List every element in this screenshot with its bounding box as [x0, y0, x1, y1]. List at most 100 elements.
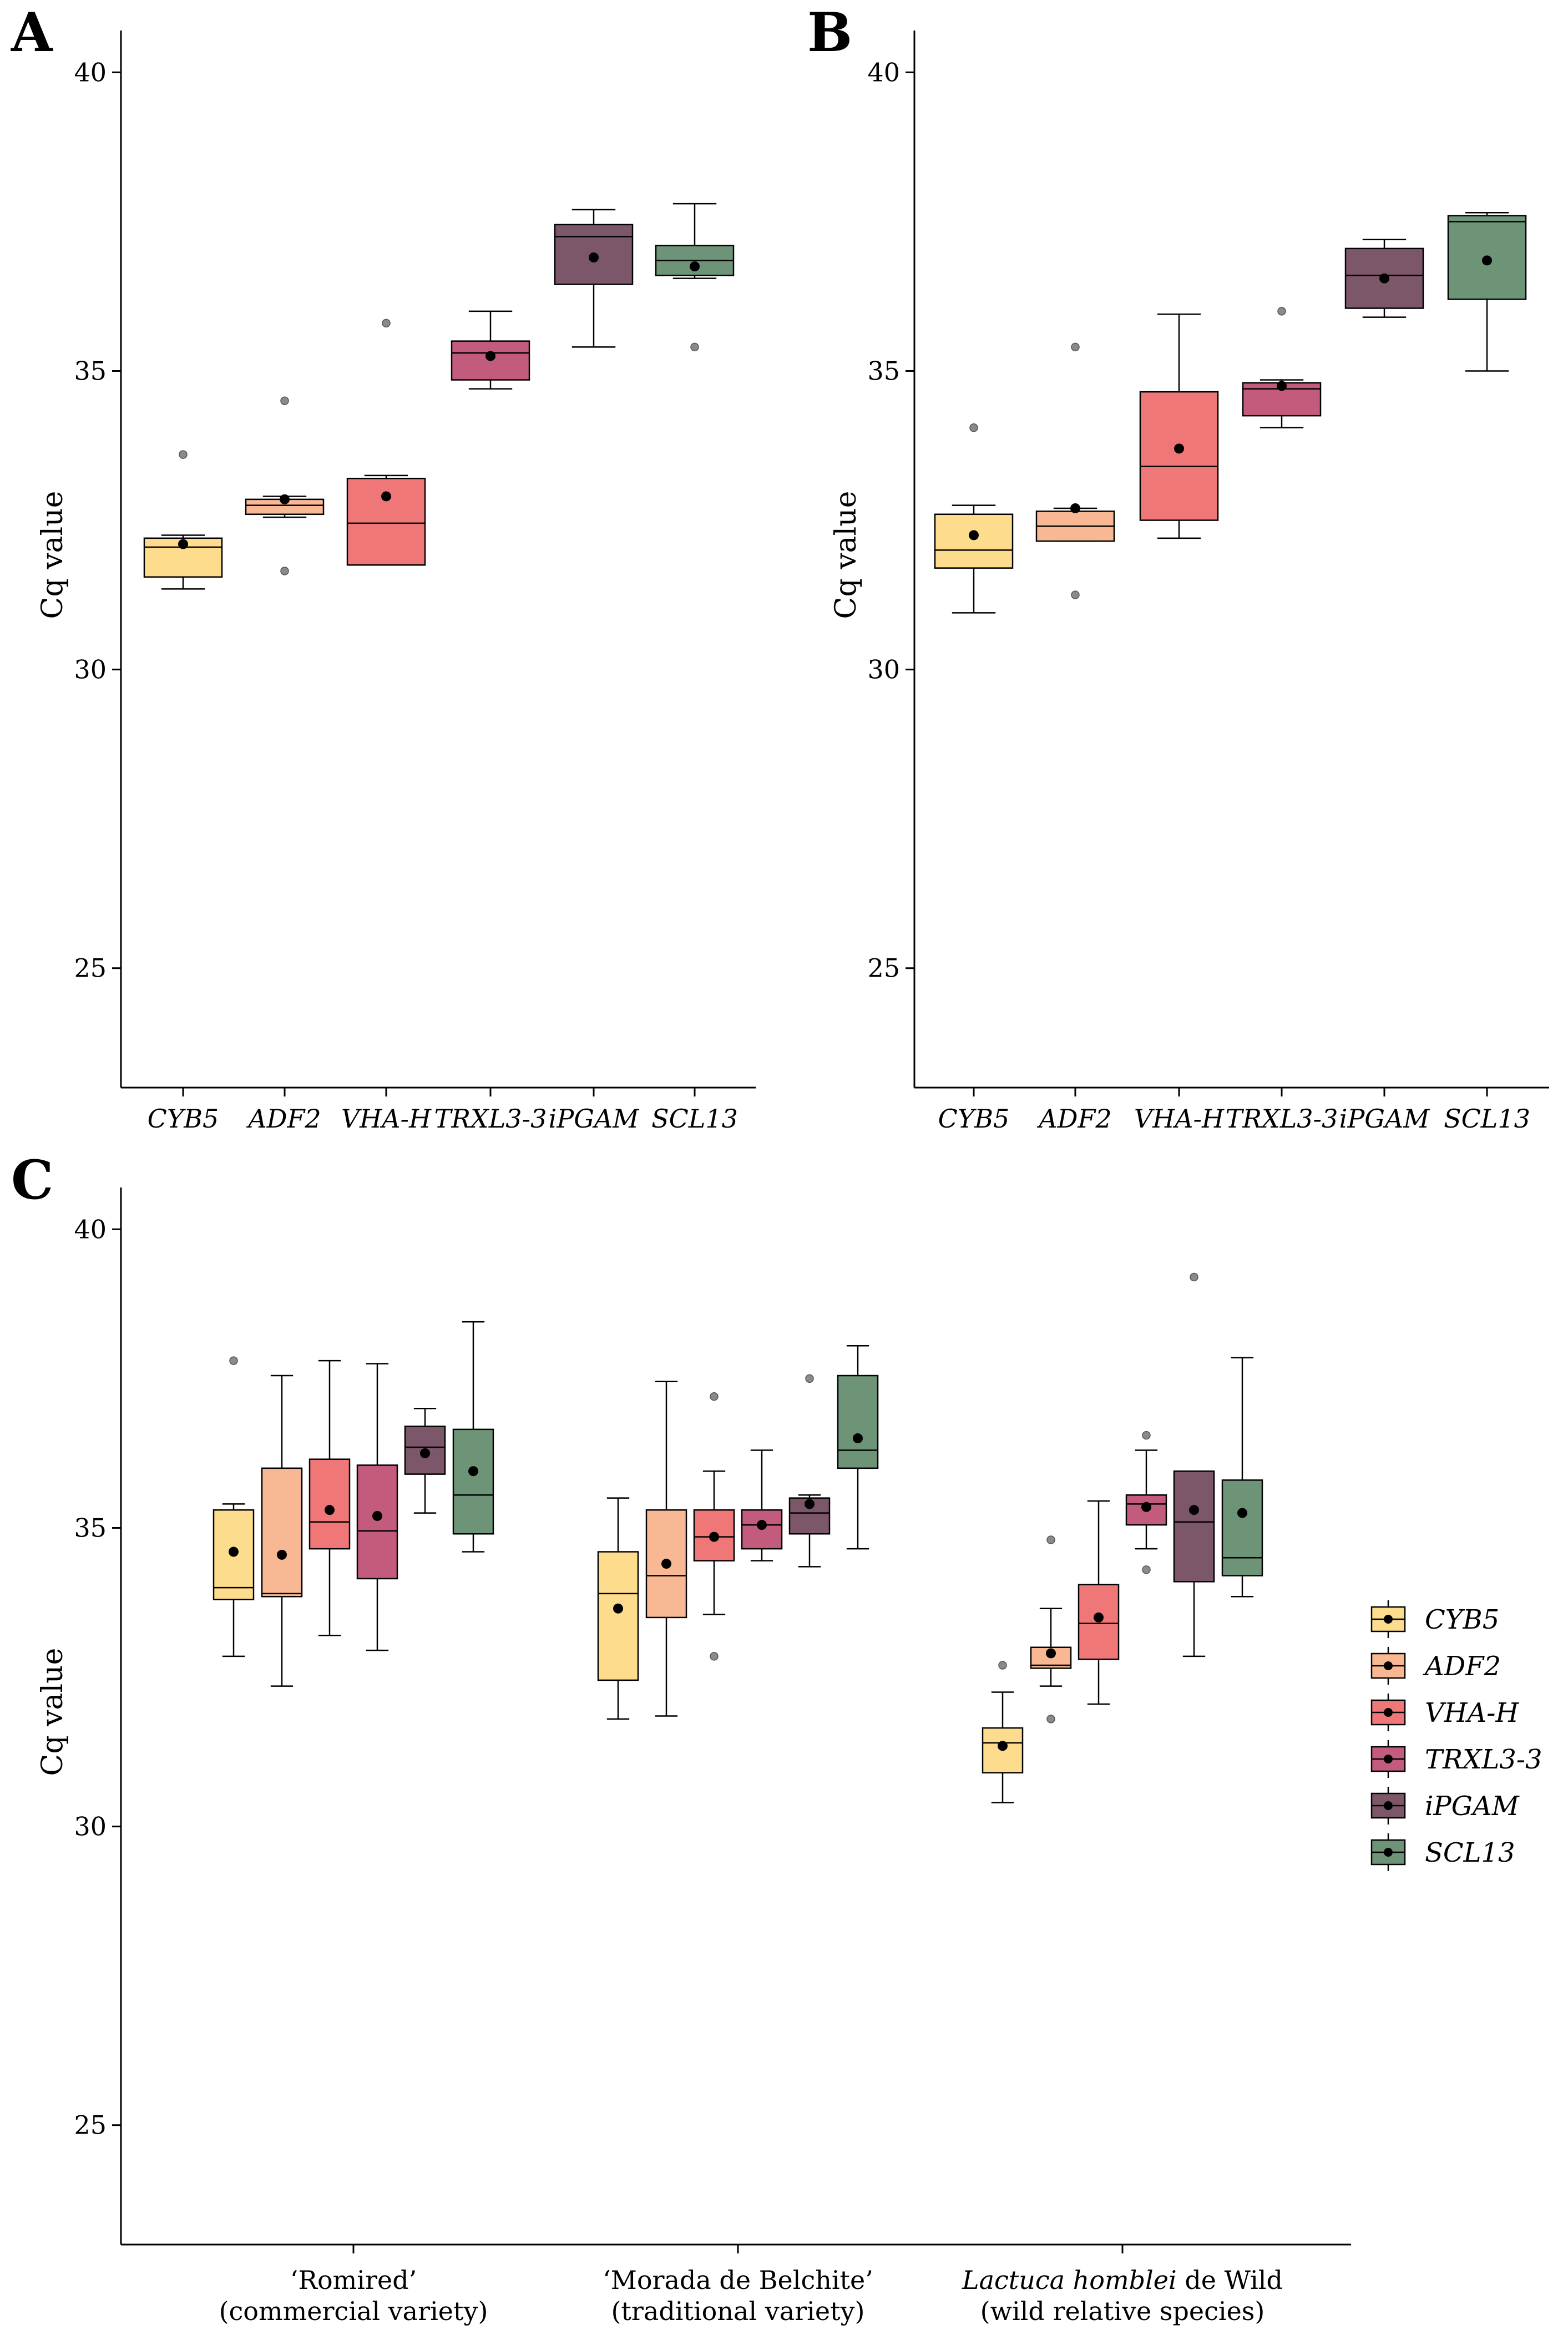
legend-item-trxl3-3-key-mean — [1384, 1755, 1393, 1763]
panel-a-y-tick-label-40: 40 — [74, 57, 107, 87]
panel-c-group-0-scl13-box-group — [452, 1321, 494, 1553]
panel-a-cyb5-outlier-0 — [179, 450, 188, 459]
panel-c-group-1-cyb5-mean-point — [613, 1603, 623, 1614]
panel-b-cyb5-box — [934, 513, 1014, 569]
panel-c-group-0-adf2-box — [261, 1467, 303, 1598]
panel-c-group-2-ipgam-box — [1173, 1470, 1215, 1583]
panel-c-group-0-ipgam-mean-point — [420, 1448, 430, 1458]
panel-c-group-2-adf2-outlier-1 — [1046, 1715, 1055, 1724]
panel-c-group-0-vha-h-mean-point — [325, 1505, 335, 1515]
panel-c-y-tick-label-35: 35 — [74, 1513, 107, 1543]
legend-item-trxl3-3-label: TRXL3-3 — [1425, 1744, 1542, 1775]
panel-b-ipgam-box — [1344, 247, 1424, 309]
panel-b-scl13-x-label: SCL13 — [1444, 1104, 1530, 1134]
legend-item-ipgam-key-mean — [1384, 1801, 1393, 1810]
panel-c-group-1-label-line2: (traditional variety) — [611, 2296, 864, 2326]
panel-a-cyb5-x-label: CYB5 — [148, 1104, 219, 1134]
panel-a-ipgam-box-group — [554, 209, 634, 348]
panel-c-group-0-ipgam-box-group — [404, 1407, 446, 1514]
panel-c-group-2-trxl3-3-outlier-1 — [1142, 1565, 1151, 1574]
panel-c-group-2-ipgam-mean-point — [1189, 1505, 1199, 1515]
panel-c: C Cq value 25 30 35 40 ‘Romired’(commercial … — [11, 1149, 1351, 2326]
panel-a-vha-h-mean-point — [381, 491, 391, 502]
legend-item-vha-h-label: VHA-H — [1425, 1697, 1519, 1729]
panel-a-vha-h-box-group — [346, 319, 426, 566]
panel-a-y-tick-label-30: 30 — [74, 655, 107, 685]
legend-item-adf2-key-mean — [1384, 1661, 1393, 1670]
panel-b-trxl3-3-box-group — [1242, 307, 1322, 428]
panel-a-trxl3-3-mean-point — [485, 351, 495, 361]
panel-a-adf2-box — [245, 498, 325, 515]
panel-c-group-2-ipgam-box-group — [1173, 1272, 1215, 1657]
panel-b-plot: 25 30 35 40 CYB5 ADF2 VHA-H TRXL3-3 iPGAM SCL13 — [867, 31, 1549, 1134]
panel-c-group-2-vha-h-mean-point — [1094, 1612, 1104, 1623]
panel-c-group-1-cyb5-box — [597, 1551, 639, 1681]
panel-a-scl13-outlier-0 — [690, 342, 699, 352]
legend-item-ipgam-label: iPGAM — [1425, 1791, 1520, 1822]
panel-b-y-axis-title: Cq value — [829, 491, 863, 619]
panel-c-group-0-label-line1: ‘Romired’ — [290, 2265, 417, 2295]
panel-c-group-1-scl13-box — [837, 1374, 879, 1469]
panel-c-group-1-scl13-mean-point — [853, 1433, 863, 1444]
panel-b-vha-h-box-group — [1139, 313, 1219, 539]
panel-a-adf2-x-label: ADF2 — [246, 1104, 321, 1134]
legend-item-ipgam: iPGAM — [1370, 1787, 1520, 1825]
panel-c-group-1-scl13-box-group — [837, 1345, 879, 1550]
panel-a-trxl3-3-x-label: TRXL3-3 — [434, 1104, 547, 1134]
panel-c-group-1-adf2-box-group — [645, 1381, 687, 1717]
panel-b-adf2-mean-point — [1070, 503, 1080, 514]
panel-b-cyb5-outlier-0 — [969, 423, 978, 432]
panel-c-group-0-cyb5-box-group — [213, 1356, 255, 1657]
panel-a-trxl3-3-box — [451, 340, 530, 381]
panel-c-group-2-label-line1: Lactuca homblei de Wild — [962, 2265, 1283, 2295]
panel-a-plot: 25 30 35 40 CYB5 ADF2 VHA-H TRXL3-3 iPGAM SCL13 — [74, 31, 756, 1134]
panel-c-group-2-label-line2: (wild relative species) — [980, 2296, 1265, 2326]
legend-item-adf2-label: ADF2 — [1423, 1651, 1501, 1682]
panel-c-group-0-vha-h-box — [308, 1458, 351, 1550]
legend-item-cyb5: CYB5 — [1370, 1600, 1499, 1638]
panel-a-y-tick-label-35: 35 — [74, 356, 107, 386]
panel-c-group-1-trxl3-3-mean-point — [757, 1520, 767, 1530]
panel-a-adf2-outlier-0 — [280, 396, 289, 406]
panel-c-group-1-cyb5-box-group — [597, 1497, 639, 1720]
panel-a-cyb5-box-group — [143, 450, 223, 590]
panel-c-group-1-vha-h-outlier-0 — [710, 1392, 719, 1401]
panel-c-group-2-cyb5-mean-point — [998, 1741, 1008, 1751]
panel-a-vha-h-outlier-0 — [382, 319, 391, 328]
legend-item-scl13-key-mean — [1384, 1848, 1393, 1857]
panel-c-group-0-cyb5-outlier-0 — [229, 1356, 238, 1365]
panel-b-adf2-outlier-0 — [1071, 342, 1080, 352]
panel-letter-a: A — [11, 1, 53, 64]
panel-c-y-tick-label-25: 25 — [74, 2110, 107, 2140]
panel-a-ipgam-mean-point — [589, 252, 599, 262]
panel-c-group-0-trxl3-3-box — [356, 1464, 398, 1580]
panel-b-vha-h-box — [1139, 391, 1219, 521]
panel-c-group-1-vha-h-outlier-1 — [710, 1652, 719, 1661]
panel-letter-b: B — [807, 1, 852, 64]
panel-c-group-0-scl13-box — [452, 1428, 494, 1535]
panel-a: A Cq value 25 30 35 40 CYB5 ADF2 VHA-H TRXL3-3 i… — [11, 1, 756, 1134]
panel-c-y-tick-label-30: 30 — [74, 1812, 107, 1842]
panel-c-group-0-trxl3-3-box-group — [356, 1363, 398, 1651]
legend-item-cyb5-key-mean — [1384, 1615, 1393, 1624]
legend-item-trxl3-3: TRXL3-3 — [1370, 1740, 1542, 1778]
panel-b-scl13-mean-point — [1482, 255, 1492, 266]
panel-c-group-1-trxl3-3-box-group — [741, 1449, 783, 1561]
legend-item-scl13-label: SCL13 — [1425, 1837, 1515, 1868]
legend-item-scl13: SCL13 — [1370, 1833, 1515, 1871]
panel-b-vha-h-mean-point — [1174, 443, 1184, 454]
panel-c-group-2-label-species: Lactuca homblei — [962, 2265, 1185, 2295]
panel-b-trxl3-3-x-label: TRXL3-3 — [1226, 1104, 1338, 1134]
panel-c-group-2-cyb5-box-group — [982, 1661, 1024, 1803]
panel-c-group-2-scl13-mean-point — [1237, 1508, 1247, 1518]
legend-item-vha-h-key-mean — [1384, 1708, 1393, 1717]
panel-a-adf2-box-group — [245, 396, 325, 575]
panel-c-group-2-adf2-box-group — [1030, 1535, 1072, 1724]
panel-b-trxl3-3-mean-point — [1277, 381, 1287, 391]
panel-c-group-2-scl13-box-group — [1221, 1357, 1263, 1598]
panel-a-cyb5-mean-point — [178, 539, 188, 549]
panel-c-plot: 25 30 35 40 ‘Romired’(commercial variety) ‘Mo… — [74, 1187, 1351, 2326]
panel-a-scl13-mean-point — [690, 261, 700, 272]
panel-b-cyb5-x-label: CYB5 — [938, 1104, 1010, 1134]
panel-a-y-tick-label-25: 25 — [74, 953, 107, 983]
